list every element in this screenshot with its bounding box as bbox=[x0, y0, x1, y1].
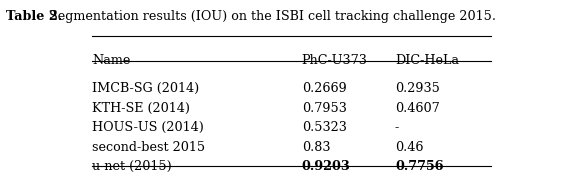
Text: 0.9203: 0.9203 bbox=[302, 160, 351, 173]
Text: 0.7953: 0.7953 bbox=[302, 102, 347, 115]
Text: -: - bbox=[395, 121, 399, 134]
Text: 0.2669: 0.2669 bbox=[302, 82, 346, 95]
Text: 0.46: 0.46 bbox=[395, 141, 424, 154]
Text: HOUS-US (2014): HOUS-US (2014) bbox=[92, 121, 204, 134]
Text: 0.2935: 0.2935 bbox=[395, 82, 440, 95]
Text: 0.4607: 0.4607 bbox=[395, 102, 440, 115]
Text: DIC-HeLa: DIC-HeLa bbox=[395, 54, 459, 67]
Text: IMCB-SG (2014): IMCB-SG (2014) bbox=[92, 82, 200, 95]
Text: KTH-SE (2014): KTH-SE (2014) bbox=[92, 102, 190, 115]
Text: Segmentation results (IOU) on the ISBI cell tracking challenge 2015.: Segmentation results (IOU) on the ISBI c… bbox=[45, 10, 496, 23]
Text: PhC-U373: PhC-U373 bbox=[302, 54, 367, 67]
Text: u-net (2015): u-net (2015) bbox=[92, 160, 172, 173]
Text: Table 2.: Table 2. bbox=[6, 10, 63, 23]
Text: 0.5323: 0.5323 bbox=[302, 121, 347, 134]
Text: second-best 2015: second-best 2015 bbox=[92, 141, 205, 154]
Text: 0.7756: 0.7756 bbox=[395, 160, 444, 173]
Text: Name: Name bbox=[92, 54, 131, 67]
Text: 0.83: 0.83 bbox=[302, 141, 330, 154]
